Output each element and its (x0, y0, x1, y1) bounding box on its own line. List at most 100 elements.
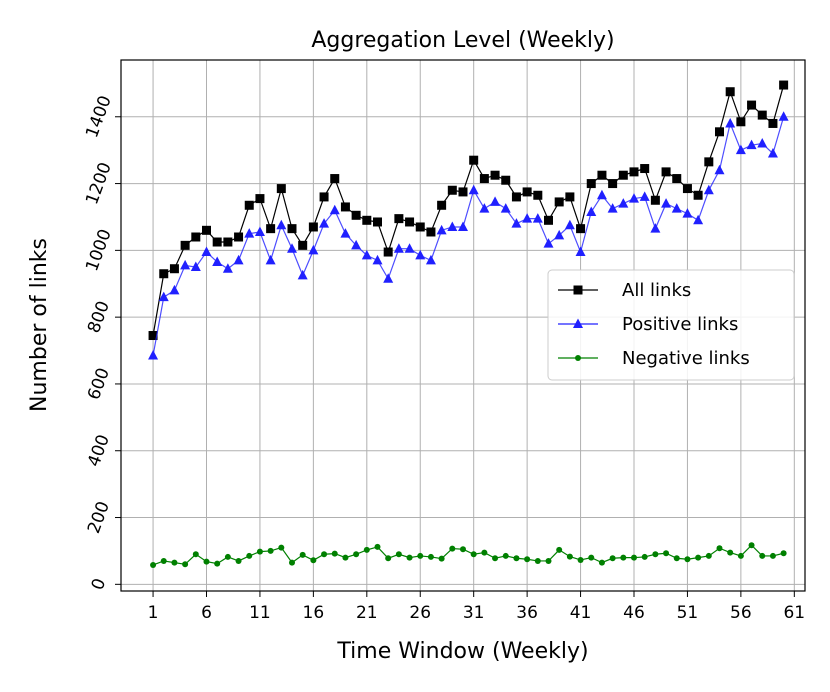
data-point-positive-links (639, 191, 650, 201)
data-point-positive-links (180, 259, 191, 270)
data-point-all-links (490, 170, 500, 180)
series-group (148, 80, 789, 568)
data-point-all-links (501, 175, 511, 185)
x-tick-label: 36 (516, 603, 538, 623)
data-point-all-links (159, 269, 169, 279)
data-point-negative-links (214, 560, 221, 567)
legend-box (547, 269, 795, 381)
data-point-all-links (223, 237, 233, 247)
legend-marker (573, 285, 583, 295)
data-point-negative-links (545, 557, 552, 564)
data-point-positive-links (543, 238, 554, 248)
data-point-negative-links (737, 552, 744, 559)
data-point-negative-links (641, 553, 648, 560)
data-point-positive-links (190, 261, 201, 272)
x-axis-ticks: 1 6 11 16 21 26 31 36 41 46 51 56 61 (148, 591, 805, 623)
data-point-all-links (725, 87, 735, 97)
legend: All links Positive links Negative links (547, 269, 795, 381)
data-point-negative-links (171, 559, 178, 566)
x-tick-label: 6 (201, 603, 212, 623)
data-point-all-links (191, 232, 201, 242)
data-point-all-links (383, 247, 393, 257)
data-point-positive-links (511, 218, 522, 228)
data-point-negative-links (192, 551, 199, 558)
data-point-positive-links (158, 291, 169, 302)
data-point-positive-links (458, 221, 468, 231)
data-point-negative-links (652, 551, 659, 558)
data-point-positive-links (319, 218, 330, 228)
data-point-positive-links (361, 249, 372, 260)
data-point-all-links (373, 217, 382, 227)
x-tick-label: 51 (677, 603, 699, 623)
data-point-all-links (779, 80, 789, 90)
data-point-positive-links (372, 254, 383, 265)
data-point-positive-links (629, 193, 639, 203)
data-point-negative-links (566, 553, 573, 560)
data-point-all-links (511, 192, 521, 202)
data-point-all-links (650, 195, 660, 205)
data-point-positive-links (682, 208, 693, 218)
data-point-all-links (362, 215, 372, 225)
data-point-all-links (629, 167, 639, 177)
data-point-negative-links (160, 557, 167, 564)
data-point-positive-links (329, 204, 340, 215)
x-tick-label: 31 (463, 603, 485, 623)
data-point-positive-links (725, 117, 736, 128)
data-point-positive-links (287, 243, 297, 253)
data-point-negative-links (727, 549, 734, 556)
x-tick-label: 56 (730, 603, 752, 623)
data-point-positive-links (554, 229, 565, 240)
data-point-all-links (608, 179, 618, 189)
data-point-positive-links (671, 203, 682, 213)
data-point-all-links (319, 192, 329, 202)
data-point-positive-links (425, 254, 436, 265)
data-point-positive-links (596, 189, 607, 200)
data-point-all-links (308, 222, 318, 232)
data-point-negative-links (321, 551, 328, 558)
data-point-positive-links (265, 254, 276, 265)
data-point-all-links (351, 210, 361, 220)
data-point-positive-links (340, 228, 351, 238)
data-point-all-links (533, 190, 543, 200)
series-negative-links (150, 542, 787, 568)
data-point-negative-links (502, 552, 509, 559)
data-point-negative-links (182, 561, 189, 568)
data-point-all-links (426, 227, 436, 237)
data-point-negative-links (492, 555, 499, 562)
data-point-positive-links (436, 224, 447, 235)
data-point-all-links (394, 214, 404, 224)
data-point-positive-links (308, 244, 319, 255)
legend-item-positive-links: Positive links (558, 314, 738, 335)
data-point-positive-links (201, 246, 212, 257)
data-point-negative-links (684, 556, 691, 563)
data-point-positive-links (767, 148, 778, 158)
x-tick-label: 26 (409, 603, 431, 623)
data-point-positive-links (148, 350, 159, 360)
data-point-all-links (458, 187, 468, 197)
data-point-all-links (287, 224, 297, 234)
data-point-negative-links (342, 554, 349, 561)
data-point-positive-links (714, 164, 725, 175)
data-point-negative-links (267, 547, 274, 554)
series-all-links (148, 80, 789, 341)
data-point-negative-links (438, 555, 445, 562)
data-point-negative-links (299, 551, 306, 558)
legend-item-negative-links: Negative links (558, 348, 750, 369)
data-point-negative-links (588, 554, 595, 561)
data-point-all-links (340, 202, 350, 212)
data-point-negative-links (449, 545, 456, 552)
data-point-all-links (479, 174, 489, 184)
data-point-all-links (469, 155, 479, 165)
legend-item-all-links: All links (558, 280, 691, 301)
data-point-negative-links (374, 543, 381, 550)
data-point-positive-links (575, 246, 586, 257)
data-point-all-links (202, 225, 211, 235)
data-point-negative-links (331, 550, 338, 557)
data-point-all-links (661, 167, 671, 177)
data-point-positive-links (532, 213, 543, 223)
data-point-negative-links (695, 554, 702, 561)
data-point-all-links (437, 200, 447, 210)
data-point-positive-links (383, 273, 394, 283)
data-point-all-links (447, 185, 457, 195)
data-point-all-links (522, 187, 532, 197)
